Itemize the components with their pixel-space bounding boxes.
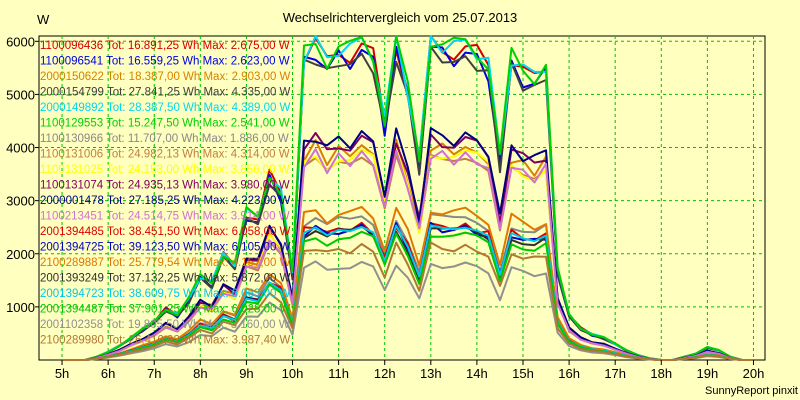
y-tick-label: 6000 [6,34,35,49]
y-tick-label: 1000 [6,300,35,315]
x-tick-label: 20h [743,366,765,381]
x-tick-label: 11h [328,366,349,381]
x-tick-label: 17h [604,366,626,381]
x-tick-label: 12h [374,366,396,381]
x-tick-label: 8h [193,366,207,381]
legend-entry-9: 1100131025 Tot: 24.153,00 Wh Max: 3.856,… [40,164,290,176]
series-line-20 [62,241,754,361]
legend-entry-1: 1100096436 Tot: 16.891,25 Wh Max: 2.675,… [40,40,290,52]
legend-entry-15: 2100289887 Tot: 25.779,54 Wh Max: 4.157,… [40,257,291,269]
legend-entry-19: 2001102358 Tot: 19.805,50 Wh Max: 3.160,… [40,319,290,331]
x-tick-label: 6h [101,366,115,381]
legend-entry-13: 2001394485 Tot: 38.451,50 Wh Max: 6.058,… [40,226,291,238]
legend-entry-6: 1100129553 Tot: 15.247,50 Wh Max: 2.541,… [40,118,290,130]
plot-area [38,35,766,361]
x-tick-label: 19h [697,366,719,381]
x-tick-label: 15h [512,366,534,381]
x-tick-label: 10h [282,366,304,381]
legend-entry-2: 1100096541 Tot: 16.559,25 Wh Max: 2.623,… [40,56,290,68]
y-tick-label: 3000 [6,194,35,209]
series-line-6 [62,35,754,361]
x-tick-label: 5h [55,366,69,381]
x-tick-label: 14h [466,366,488,381]
legend-entry-20: 2100289980 Tot: 26.410,92 Wh Max: 3.987,… [40,335,291,347]
y-tick-label: 5000 [6,87,35,102]
x-tick-label: 18h [650,366,672,381]
legend-entry-8: 1100131006 Tot: 24.982,13 Wh Max: 4.314,… [40,149,290,161]
x-tick-label: 13h [420,366,442,381]
legend-entry-10: 1100131074 Tot: 24.935,13 Wh Max: 3.980,… [40,180,290,192]
legend-entry-18: 2001394487 Tot: 37.901,25 Wh Max: 6.028,… [40,304,291,316]
legend-entry-12: 1100213451 Tot: 24.514,75 Wh Max: 3.914,… [40,211,290,223]
legend-entry-16: 2001393249 Tot: 37.132,25 Wh Max: 5.872,… [40,273,291,285]
legend-entry-5: 2000149892 Tot: 28.387,50 Wh Max: 4.389,… [40,102,291,114]
y-tick-label: 4000 [6,141,35,156]
legend-entry-3: 2000150622 Tot: 18.387,00 Wh Max: 2.903,… [40,71,291,83]
y-tick-label: 2000 [6,247,35,262]
x-tick-label: 7h [147,366,161,381]
x-tick-label: 16h [558,366,580,381]
legend-entry-17: 2001394723 Tot: 38.609,75 Wh Max: 6.063,… [40,288,291,300]
y-axis-label: W [37,12,50,27]
legend-entry-7: 1100130966 Tot: 11.707,00 Wh Max: 1.886,… [40,133,289,145]
legend-entry-14: 2001394725 Tot: 39.123,50 Wh Max: 6.105,… [40,242,291,254]
legend-entry-4: 2000154799 Tot: 27.841,25 Wh Max: 4.335,… [40,87,291,99]
footer-credit: SunnyReport pinxit [705,385,798,397]
x-tick-label: 9h [239,366,253,381]
legend-entry-11: 2000001478 Tot: 27.185,25 Wh Max: 4.223,… [40,195,291,207]
chart-title: Wechselrichtervergleich vom 25.07.2013 [283,10,518,25]
